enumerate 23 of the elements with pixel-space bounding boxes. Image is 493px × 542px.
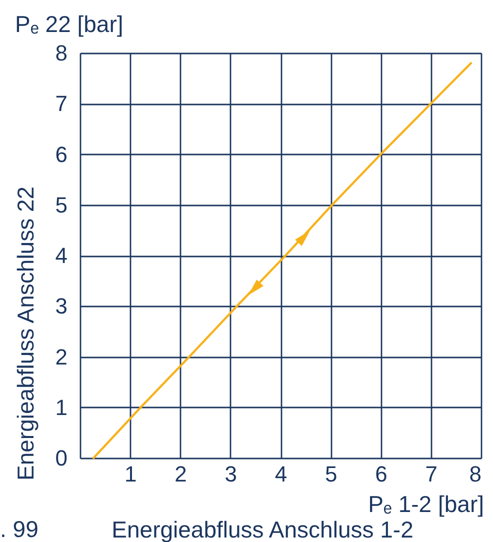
y-tick-label: 4: [55, 243, 68, 268]
x-tick-label: 7: [425, 462, 438, 486]
y-tick-label: 1: [55, 394, 68, 420]
line-series: [92, 62, 472, 460]
y-tick-label: 7: [55, 91, 68, 116]
x-tick-label: 6: [375, 462, 388, 486]
x-tick-label: 4: [274, 462, 288, 486]
x-tick-label: 3: [224, 462, 237, 486]
text: . 99: [0, 516, 38, 542]
x-tick-label: 5: [325, 462, 338, 486]
y-axis-title: Energieabfluss Anschluss 22: [12, 186, 38, 480]
x-tick-label: 2: [174, 462, 187, 486]
text: Pₑ 1-2 [bar]: [368, 491, 484, 517]
y-tick-label: 3: [55, 294, 68, 319]
text: Pₑ 22 [bar]: [15, 11, 124, 37]
y-tick-label: 0: [55, 446, 68, 470]
x-axis-title: Energieabfluss Anschluss 1-2: [112, 516, 414, 542]
x-tick-label: 1: [124, 462, 137, 486]
y-tick-label: 8: [55, 40, 68, 66]
x-tick-label: 8: [469, 462, 482, 486]
y-tick-label: 5: [55, 192, 68, 218]
y-tick-label: 6: [55, 142, 68, 167]
y-tick-label: 2: [55, 344, 68, 370]
